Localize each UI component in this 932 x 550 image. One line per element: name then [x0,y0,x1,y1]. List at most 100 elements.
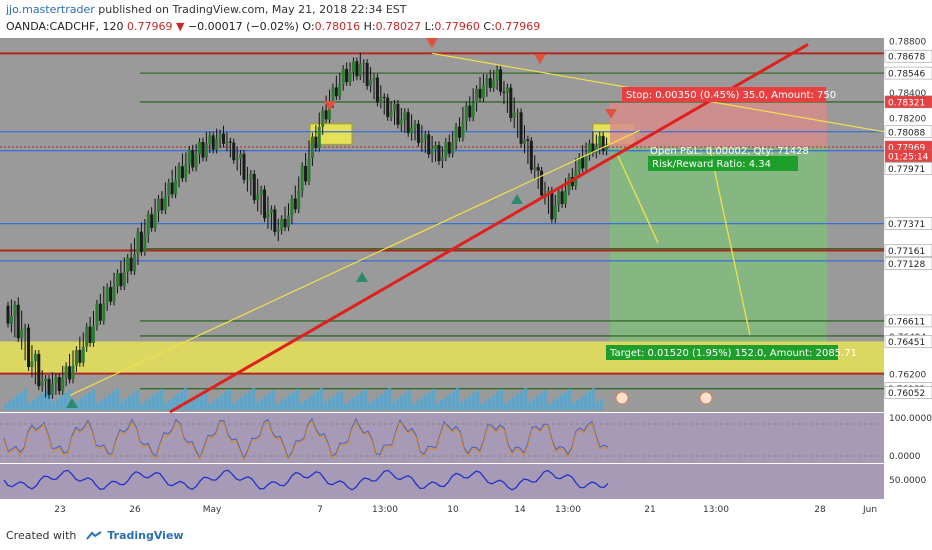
volume-bar [160,389,163,410]
volume-bar [216,398,219,410]
volume-bar [556,398,559,410]
volume-bar [96,403,99,410]
candle-body [304,166,308,182]
candle-body [290,198,294,216]
candle-body [167,182,171,197]
volume-bar [244,394,247,410]
volume-bar [344,404,347,410]
candle-body [263,189,267,219]
volume-bar [228,389,231,410]
candle-body [594,146,598,154]
candle-body [139,231,143,252]
volume-bar [124,399,127,410]
candle-body [163,196,167,211]
level-tag [884,217,932,230]
candle-body [605,146,609,152]
volume-bar [564,392,567,410]
volume-bar [4,404,7,410]
candle-body [410,127,414,133]
volume-bar [600,399,603,410]
time-tick-label: 7 [317,505,323,515]
candle-body [427,134,431,155]
volume-bar [548,404,551,410]
volume-bar [380,394,383,410]
candle-body [581,156,585,169]
level-tag-text: 0.76611 [888,317,925,327]
volume-bar [448,394,451,410]
volume-bar [388,388,391,410]
volume-bar [220,395,223,410]
price-tick-label: 0.78200 [889,114,926,124]
candle-body [321,110,325,128]
volume-bar [284,398,287,410]
candle-body [468,105,472,118]
volume-bar [340,390,343,410]
ohlc-l-key: L: [424,20,435,33]
volume-bar [560,395,563,410]
volume-bar [164,403,167,410]
open-pnl-label: Open P&L: 0.00002, Qty: 71428 [650,146,809,157]
candle-body [133,254,137,272]
volume-bar [484,401,487,410]
candle-body [211,135,215,150]
tradingview-brand[interactable]: TradingView [107,529,184,542]
author-link[interactable]: jjo.mastertrader [6,3,95,16]
volume-bar [116,388,119,410]
candle-body [191,149,195,168]
candle-body [109,287,113,302]
candle-body [509,87,513,118]
volume-bar [456,388,459,410]
candle-body [399,119,403,125]
level-tag-text: 01:25:14 [888,152,929,162]
candle-body [601,135,605,152]
volume-bar [208,404,211,410]
volume-bar [528,402,531,410]
buy-arrow-icon [511,194,523,204]
candle-body [64,366,68,378]
candle-body [557,191,561,206]
candle-body [351,61,355,73]
last-price: 0.77969 [126,20,173,33]
volume-bar [32,400,35,410]
level-tag [884,335,932,348]
candle-body [372,77,376,80]
candle-body [423,134,427,139]
volume-bar [264,396,267,410]
candle-body [519,112,523,144]
candle-body [382,96,386,98]
volume-bar [480,404,483,410]
candle-body [115,273,119,287]
volume-bar [444,397,447,410]
level-tag [884,95,932,109]
candle-body [105,287,109,304]
level-tag-text: 0.77969 [888,143,925,153]
volume-bar [104,397,107,410]
candle-body [146,214,150,235]
volume-bar [136,390,139,410]
trend-line-red [169,43,809,414]
candle-body [232,142,236,161]
volume-bar [240,397,243,410]
level-tag [884,49,932,63]
candle-body [37,353,41,387]
candle-body [338,84,342,97]
candlestick-chart[interactable]: Stop: 0.00350 (0.45%) 35.0, Amount: 750 O… [0,0,932,520]
level-tag-text: 0.77161 [888,247,925,257]
volume-bar [436,403,439,410]
volume-bar [404,393,407,410]
volume-bar [280,401,283,410]
volume-bar [492,395,495,410]
volume-bar [148,398,151,410]
candle-body [157,198,160,212]
volume-bar [500,389,503,410]
candle-body [485,78,489,86]
volume-bar [320,388,323,410]
symbol-name[interactable]: OANDA:CADCHF, 120 [6,20,124,33]
volume-bar [360,392,363,410]
candle-body [567,176,571,191]
volume-bar [348,401,351,410]
candle-body [228,141,232,143]
volume-bar [428,392,431,410]
trend-line-yellow-lower [69,129,641,396]
volume-bar [52,402,55,410]
